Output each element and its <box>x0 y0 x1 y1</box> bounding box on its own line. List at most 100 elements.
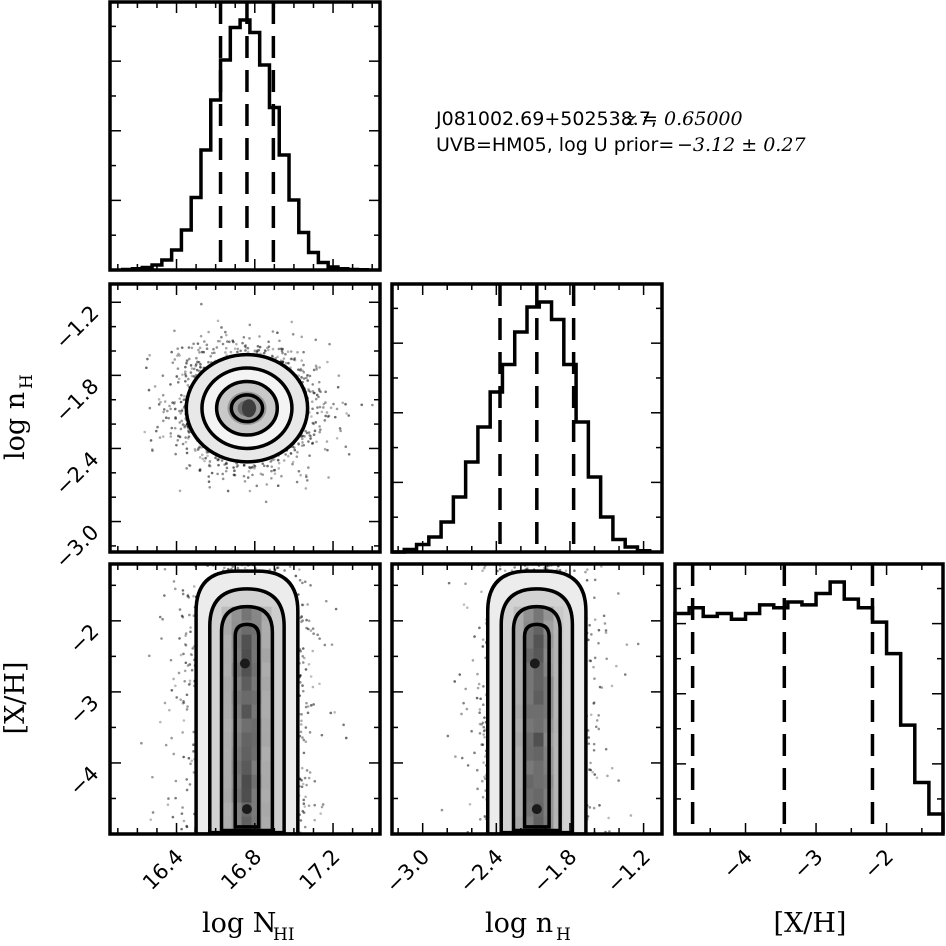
sample-point <box>480 723 483 726</box>
sample-point <box>266 464 269 468</box>
sample-point <box>313 429 317 433</box>
sample-point <box>195 368 199 372</box>
density-cell <box>543 606 554 621</box>
density-cell <box>523 802 534 817</box>
sample-point <box>247 470 251 473</box>
density-cell <box>271 816 282 831</box>
sample-point <box>539 557 542 560</box>
sample-point <box>301 689 305 693</box>
sample-point <box>610 766 614 770</box>
sample-point <box>166 803 170 807</box>
sample-point <box>174 779 178 783</box>
sample-point <box>292 358 296 361</box>
y-tick-label: −4 <box>65 762 104 801</box>
sample-point <box>309 704 313 707</box>
sample-point <box>148 353 151 357</box>
sample-point <box>302 802 306 806</box>
sample-point <box>526 566 529 570</box>
sample-point <box>478 708 482 711</box>
sample-point <box>185 447 189 450</box>
sample-point <box>169 432 173 435</box>
sample-point <box>636 642 640 646</box>
sample-point <box>269 460 272 463</box>
sample-point <box>572 559 575 562</box>
sample-point <box>167 416 171 420</box>
density-cell <box>221 634 232 649</box>
sample-point <box>547 558 550 561</box>
sample-point <box>335 407 339 411</box>
sample-point <box>299 616 302 620</box>
sample-point <box>304 705 308 709</box>
sample-point <box>185 359 189 363</box>
sample-point <box>333 711 336 714</box>
sample-point <box>200 453 204 457</box>
sample-point <box>276 566 280 569</box>
sample-point <box>344 736 348 740</box>
sample-point <box>573 569 576 573</box>
sample-point <box>593 596 596 600</box>
sample-point <box>161 374 165 377</box>
density-cell <box>241 606 252 621</box>
sample-point <box>502 558 505 561</box>
sample-point <box>192 342 195 346</box>
contour-level-4 <box>184 352 310 464</box>
sample-point <box>185 825 189 829</box>
sample-point <box>263 348 267 352</box>
density-cell <box>261 788 272 803</box>
sample-point <box>178 421 182 424</box>
sample-point <box>180 812 184 815</box>
density-cell <box>271 634 282 649</box>
sample-point <box>280 349 284 353</box>
sample-point <box>149 439 153 442</box>
sample-point <box>273 472 277 475</box>
sample-point <box>184 440 188 444</box>
sample-point <box>306 603 309 606</box>
sample-point <box>173 358 177 361</box>
sample-point <box>299 473 302 477</box>
sample-point <box>186 664 190 667</box>
joint-log-nhi-xh: 16.4 16.8 17.2 −4 −3 −2 <box>65 559 382 895</box>
contour-level-4 <box>194 569 300 834</box>
sample-point <box>476 686 480 690</box>
density-peak-high <box>239 658 250 669</box>
sample-point <box>319 390 322 394</box>
sample-point <box>173 587 177 591</box>
sample-point <box>309 675 313 678</box>
sample-point <box>291 332 295 336</box>
sample-point <box>523 557 526 560</box>
sample-point <box>190 346 194 350</box>
y-tick-label: −2.4 <box>51 447 104 500</box>
sample-point <box>190 367 194 370</box>
sample-point <box>307 431 311 434</box>
sample-point <box>280 559 283 562</box>
panel-frame <box>673 562 945 836</box>
sample-point <box>255 350 259 354</box>
sample-point <box>588 623 591 627</box>
sample-point <box>592 748 596 752</box>
histogram-step <box>392 300 652 554</box>
sample-point <box>188 663 192 666</box>
density-peak-high <box>529 658 540 669</box>
x-label-log-nhi-main: log N <box>202 908 276 939</box>
sample-point <box>371 403 374 407</box>
sample-point <box>166 409 169 413</box>
sample-point <box>475 696 479 700</box>
sample-point <box>184 436 187 439</box>
sample-point <box>200 302 203 306</box>
density-cell <box>513 788 524 803</box>
sample-point <box>307 389 310 393</box>
sample-point <box>259 559 262 562</box>
sample-point <box>315 393 319 397</box>
sample-point <box>482 725 486 729</box>
x-tick-label: 16.8 <box>216 845 266 895</box>
sample-point <box>222 559 225 562</box>
density-cell <box>261 634 272 649</box>
density-cell <box>241 816 252 831</box>
sample-point <box>178 608 182 611</box>
sample-point <box>236 347 240 351</box>
sample-point <box>207 464 211 468</box>
sample-point <box>284 352 287 356</box>
sample-point <box>468 802 472 806</box>
sample-point <box>182 701 186 705</box>
sample-point <box>266 346 269 350</box>
